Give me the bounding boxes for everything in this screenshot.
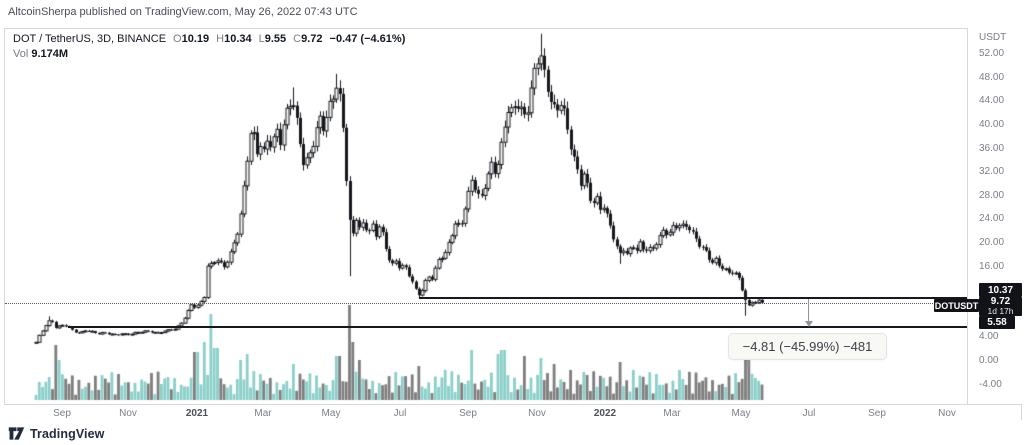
resistance-price-badge: 10.37 [979,283,1022,297]
ohlc-value: 9.72 [301,33,323,45]
volume-label: Vol [13,48,29,60]
time-tick-label: 2022 [593,408,617,419]
price-tick-label: 52.00 [979,48,1005,60]
ohlc-key: L [258,33,265,45]
tradingview-logo-icon [8,427,25,440]
time-tick-label: Sep [868,408,886,419]
ohlc-key: C [293,33,302,45]
ohlc-value: 10.19 [181,33,210,45]
measure-label: −4.81 (−45.99%) −481 [728,333,887,360]
price-tick-label: 36.00 [979,142,1005,154]
price-tick-label: 40.00 [979,119,1005,130]
time-tick-label: Sep [53,408,71,419]
price-axis-unit: USDT [979,32,1007,43]
price-tick-label: 16.00 [979,260,1005,272]
ohlc-readout: O10.19 H10.34 L9.55 C9.72 [166,33,323,45]
attribution-text: AltcoinSherpa published on TradingView.c… [8,6,358,18]
price-tick-label: 48.00 [979,71,1005,83]
ohlc-key: O [173,33,182,45]
current-price-badge: 9.72 1d 17h [979,297,1022,316]
time-tick-label: Jul [393,408,407,419]
time-tick-label: Mar [254,408,272,419]
price-tick-label: 28.00 [979,189,1005,201]
price-tick-label: 24.00 [979,213,1005,225]
symbol-tag-badge: DOTUSDT [934,299,979,312]
time-tick-label: May [321,408,341,419]
bar-countdown-label: 1d 17h [987,306,1014,316]
arrow-down-icon [804,321,813,327]
ohlc-key: H [216,33,225,45]
time-tick-label: Sep [459,408,477,419]
time-tick-label: May [731,408,751,419]
price-tick-label: -4.00 [979,378,1002,390]
price-tick-label: 20.00 [979,237,1005,248]
ohlc-value: 9.55 [264,33,287,45]
measure-anchor-handle [747,359,749,367]
support-price-badge: 5.58 [979,316,1015,329]
price-axis[interactable]: USDT 52.00 48.00 44.00 40.00 36.00 32.00 28.00… [967,28,1022,404]
measure-arrow-line [808,299,809,321]
tradingview-brand-text: TradingView [30,426,105,441]
volume-value: 9.174M [31,48,69,60]
ohlc-value: 10.34 [224,33,252,45]
support-level-line [68,326,967,328]
time-axis[interactable]: Sep Nov 2021 Mar May Jul Sep Nov 2022 Mar May Jul Se… [4,404,1021,421]
time-tick-label: Nov [528,408,546,419]
price-tick-label: 32.00 [979,166,1005,178]
time-tick-label: Mar [663,408,681,419]
symbol-title: DOT / TetherUS, 3D, BINANCE [13,33,167,45]
tradingview-logo-link[interactable]: TradingView [8,426,105,441]
resistance-level-line [419,297,967,299]
time-tick-label: Nov [119,408,137,419]
chart-legend: DOT / TetherUS, 3D, BINANCE O10.19 H10.34 L… [13,32,405,61]
price-tick-label: 44.00 [979,95,1005,107]
current-price-value: 9.72 [990,296,1011,307]
legend-row-1: DOT / TetherUS, 3D, BINANCE O10.19 H10.34 L… [13,32,405,46]
change-readout: −0.47 (−4.61%) [329,33,406,45]
current-price-line [5,303,967,304]
time-tick-label: Nov [938,408,956,419]
price-tick-label: 0.00 [979,355,999,366]
time-tick-label: Jul [802,408,816,419]
legend-row-2: Vol 9.174M [13,47,405,61]
price-tick-label: 4.00 [979,331,999,343]
time-tick-label: 2021 [185,408,209,419]
measure-label-text: −4.81 (−45.99%) −481 [742,339,873,354]
